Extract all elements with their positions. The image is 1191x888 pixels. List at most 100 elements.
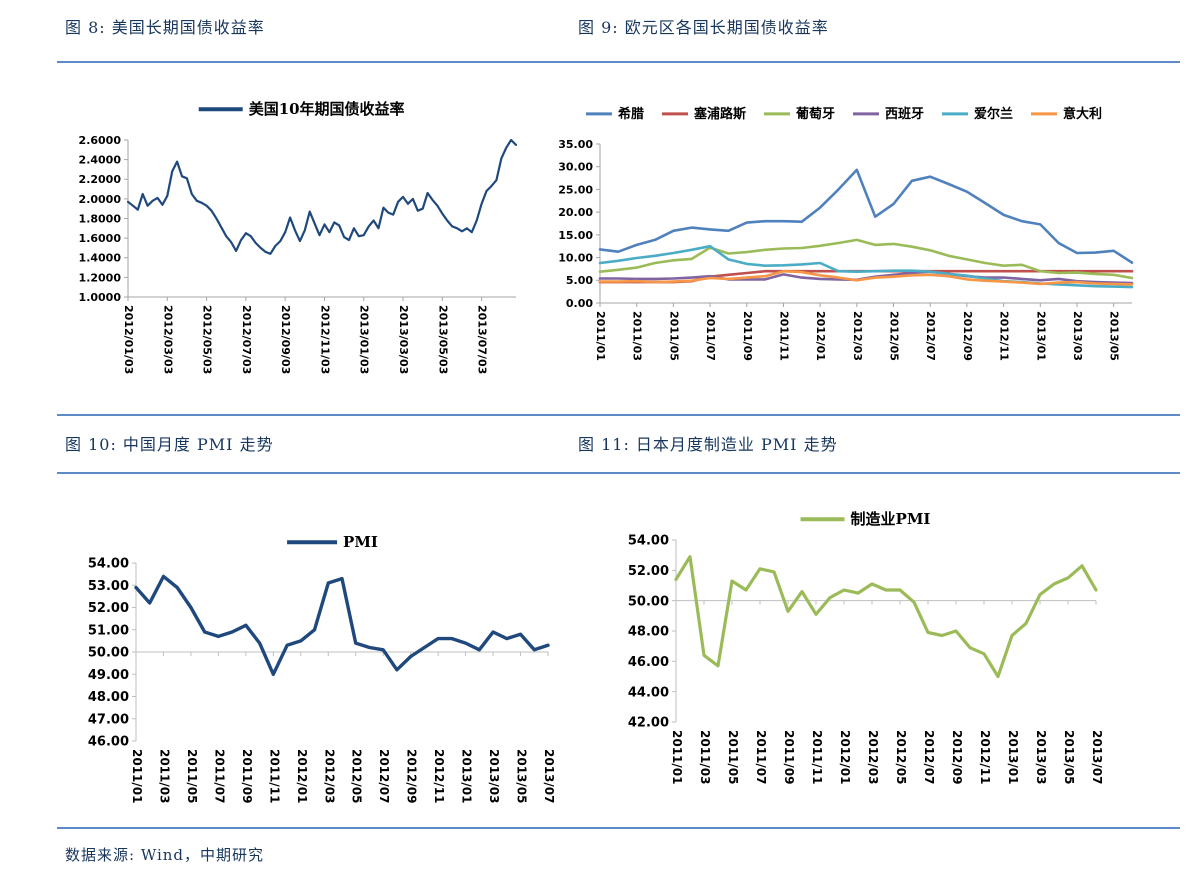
svg-text:2012/11: 2012/11 <box>432 749 446 803</box>
svg-text:2013/01: 2013/01 <box>1006 730 1020 784</box>
svg-text:爱尔兰: 爱尔兰 <box>974 106 1013 122</box>
figure8-title: 图 8: 美国长期国债收益率 <box>65 18 265 37</box>
svg-text:2012/07/03: 2012/07/03 <box>240 305 253 374</box>
svg-text:2013/01: 2013/01 <box>460 749 474 803</box>
svg-text:2012/03: 2012/03 <box>866 730 880 784</box>
svg-text:2011/11: 2011/11 <box>267 749 281 803</box>
svg-text:50.00: 50.00 <box>88 646 129 661</box>
china-pmi-chart: 46.00 47.00 48.00 49.00 50.00 51.00 52.00 53.00… <box>88 533 556 803</box>
svg-text:2012/07: 2012/07 <box>922 730 936 784</box>
svg-text:2011/01: 2011/01 <box>670 730 684 784</box>
figure10-title: 图 10: 中国月度 PMI 走势 <box>65 435 274 454</box>
svg-text:46.00: 46.00 <box>628 655 669 670</box>
japan-pmi-chart: 42.00 44.00 46.00 48.00 50.00 52.00 54.00 2011/… <box>628 510 1104 784</box>
svg-text:2.2000: 2.2000 <box>79 173 122 186</box>
svg-text:2013/01/03: 2013/01/03 <box>358 305 371 374</box>
svg-text:15.00: 15.00 <box>558 229 593 242</box>
divider-above-footer <box>57 827 1180 829</box>
svg-text:2012/01: 2012/01 <box>838 730 852 784</box>
svg-text:2012/09: 2012/09 <box>950 730 964 784</box>
svg-text:2013/01: 2013/01 <box>1034 311 1047 361</box>
svg-text:塞浦路斯: 塞浦路斯 <box>694 106 746 122</box>
svg-text:10.00: 10.00 <box>558 252 593 265</box>
divider-under-row1-titles <box>57 61 1180 63</box>
svg-text:2011/01: 2011/01 <box>130 749 144 803</box>
svg-text:44.00: 44.00 <box>628 685 669 700</box>
svg-text:5.00: 5.00 <box>566 274 593 287</box>
svg-text:2013/03/03: 2013/03/03 <box>397 305 410 374</box>
svg-text:2011/11: 2011/11 <box>777 311 790 361</box>
svg-text:2011/03: 2011/03 <box>631 311 644 361</box>
svg-text:西班牙: 西班牙 <box>885 106 924 122</box>
us-treasury-yield-chart: 1.0000 1.2000 1.4000 1.6000 1.8000 2.0000 2.20… <box>79 100 518 374</box>
svg-text:2012/05: 2012/05 <box>350 749 364 803</box>
svg-text:2012/03/03: 2012/03/03 <box>161 305 174 374</box>
svg-text:2013/03: 2013/03 <box>1071 311 1084 361</box>
svg-text:2011/09: 2011/09 <box>240 749 254 803</box>
svg-text:2011/03: 2011/03 <box>157 749 171 803</box>
svg-text:美国10年期国债收益率: 美国10年期国债收益率 <box>249 100 405 118</box>
svg-text:2013/05: 2013/05 <box>1108 311 1121 361</box>
svg-text:意大利: 意大利 <box>1063 106 1102 122</box>
svg-text:2013/03: 2013/03 <box>1034 730 1048 784</box>
svg-text:20.00: 20.00 <box>558 206 593 219</box>
svg-text:2013/07: 2013/07 <box>542 749 556 803</box>
data-source-note: 数据来源: Wind，中期研究 <box>65 846 265 864</box>
svg-text:1.6000: 1.6000 <box>79 232 122 245</box>
svg-text:PMI: PMI <box>343 533 378 551</box>
svg-text:希腊: 希腊 <box>618 106 644 122</box>
svg-text:2011/05: 2011/05 <box>185 749 199 803</box>
svg-text:1.8000: 1.8000 <box>79 212 122 225</box>
svg-text:2011/07: 2011/07 <box>704 311 717 361</box>
svg-text:54.00: 54.00 <box>628 534 669 549</box>
svg-text:2013/05: 2013/05 <box>1062 730 1076 784</box>
svg-text:2013/05: 2013/05 <box>515 749 529 803</box>
svg-text:2.0000: 2.0000 <box>79 193 122 206</box>
svg-text:2011/03: 2011/03 <box>698 730 712 784</box>
divider-under-row2-titles <box>57 472 1180 474</box>
svg-text:2011/11: 2011/11 <box>810 730 824 784</box>
svg-text:46.00: 46.00 <box>88 735 129 750</box>
svg-text:2012/01: 2012/01 <box>295 749 309 803</box>
figure9-title: 图 9: 欧元区各国长期国债收益率 <box>578 18 829 37</box>
svg-text:制造业PMI: 制造业PMI <box>851 510 931 528</box>
svg-text:53.00: 53.00 <box>88 579 129 594</box>
svg-text:2.4000: 2.4000 <box>79 154 122 167</box>
svg-text:42.00: 42.00 <box>628 716 669 731</box>
svg-text:2012/07: 2012/07 <box>377 749 391 803</box>
svg-text:2011/07: 2011/07 <box>212 749 226 803</box>
svg-text:49.00: 49.00 <box>88 668 129 683</box>
svg-text:30.00: 30.00 <box>558 161 593 174</box>
svg-text:2011/09: 2011/09 <box>782 730 796 784</box>
svg-text:2013/07/03: 2013/07/03 <box>476 305 489 374</box>
svg-text:2013/03: 2013/03 <box>487 749 501 803</box>
svg-text:2012/09: 2012/09 <box>405 749 419 803</box>
svg-text:48.00: 48.00 <box>88 690 129 705</box>
svg-text:25.00: 25.00 <box>558 183 593 196</box>
svg-text:葡萄牙: 葡萄牙 <box>795 106 835 122</box>
svg-text:2012/03: 2012/03 <box>322 749 336 803</box>
svg-text:2012/05: 2012/05 <box>888 311 901 361</box>
svg-text:1.2000: 1.2000 <box>79 271 122 284</box>
figure11-title: 图 11: 日本月度制造业 PMI 走势 <box>578 435 838 454</box>
svg-text:2012/01/03: 2012/01/03 <box>122 305 135 374</box>
svg-text:47.00: 47.00 <box>88 712 129 727</box>
svg-text:2011/07: 2011/07 <box>754 730 768 784</box>
svg-text:0.00: 0.00 <box>566 297 593 310</box>
svg-text:2011/01: 2011/01 <box>594 311 607 361</box>
svg-text:2013/07: 2013/07 <box>1090 730 1104 784</box>
svg-text:2012/09/03: 2012/09/03 <box>279 305 292 374</box>
svg-text:2012/09: 2012/09 <box>961 311 974 361</box>
svg-text:2011/05: 2011/05 <box>667 311 680 361</box>
svg-text:2012/05: 2012/05 <box>894 730 908 784</box>
svg-text:2011/05: 2011/05 <box>726 730 740 784</box>
svg-text:51.00: 51.00 <box>88 623 129 638</box>
svg-text:2012/11: 2012/11 <box>998 311 1011 361</box>
svg-text:54.00: 54.00 <box>88 557 129 572</box>
svg-text:2012/07: 2012/07 <box>924 311 937 361</box>
svg-text:52.00: 52.00 <box>88 601 129 616</box>
svg-text:1.4000: 1.4000 <box>79 252 122 265</box>
eurozone-yield-chart: 0.00 5.00 10.00 15.00 20.00 25.00 30.00 35.00 20… <box>558 106 1134 361</box>
svg-text:2012/03: 2012/03 <box>851 311 864 361</box>
svg-text:1.0000: 1.0000 <box>79 291 122 304</box>
